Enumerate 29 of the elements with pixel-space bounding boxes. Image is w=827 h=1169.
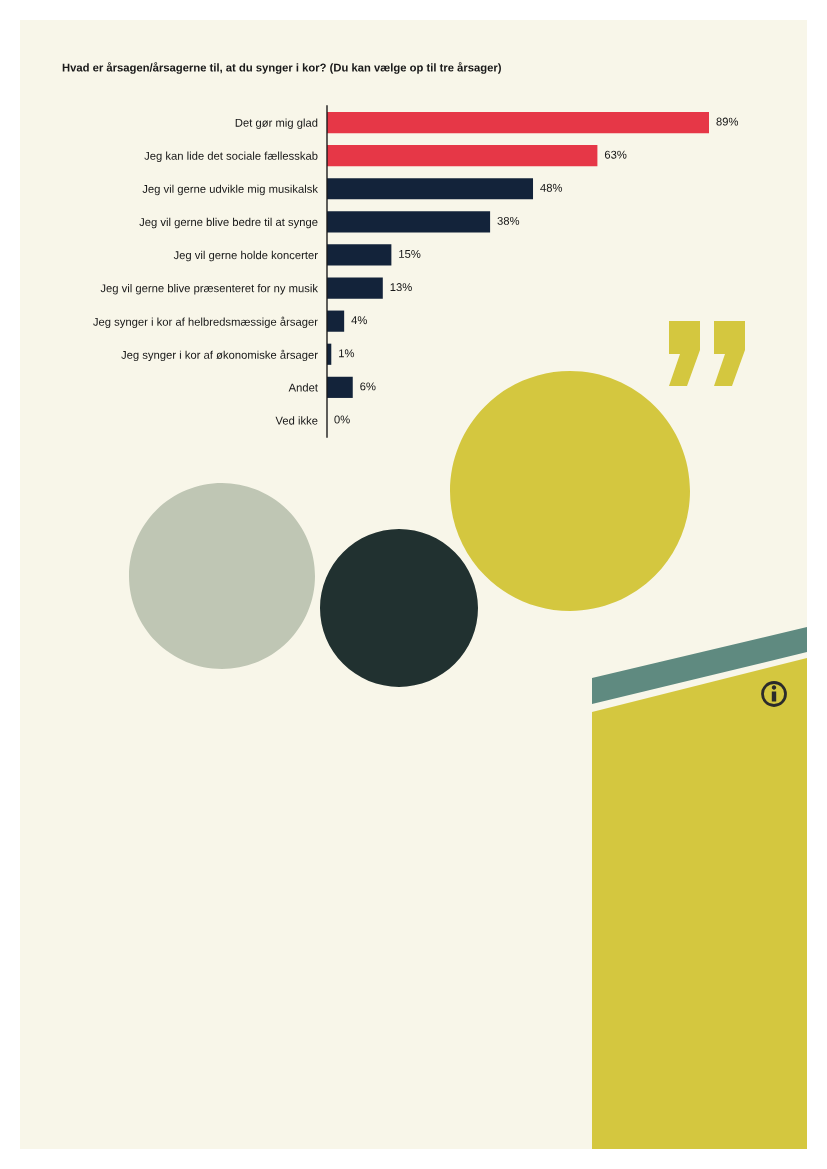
data-label: 15%	[399, 250, 421, 258]
bar	[327, 178, 534, 200]
y-tick-label: Jeg synger i kor af helbredsmæssige årsager	[93, 316, 318, 329]
data-label: 63%	[604, 150, 627, 159]
y-tick-label: Andet	[288, 383, 318, 392]
chart-title: Hvad er årsagen/årsagerne til, at du synger i kor? (Du kan vælge op til tre årsager)	[62, 62, 501, 74]
y-tick-label: Jeg vil gerne holde koncerter	[173, 250, 318, 262]
y-tick-label: Jeg synger i kor af økonomiske årsager	[121, 349, 318, 362]
bar	[327, 111, 709, 134]
data-label: 13%	[390, 283, 412, 292]
data-label: 4%	[351, 316, 367, 325]
bar	[327, 145, 598, 167]
y-tick-label: Jeg vil gerne udvikle mig musikalsk	[142, 184, 318, 196]
bar	[327, 376, 353, 398]
data-label: 6%	[360, 382, 376, 391]
data-label: 48%	[540, 183, 563, 192]
y-tick-label: Jeg kan lide det sociale fællesskab	[144, 151, 318, 163]
y-tick-label: Jeg vil gerne blive bedre til at synge	[139, 217, 318, 229]
data-label: 89%	[716, 117, 739, 126]
bar	[327, 310, 345, 332]
bar	[327, 277, 383, 299]
y-tick-label: Jeg vil gerne blive præsenteret for ny musik	[100, 283, 318, 295]
data-label: 0%	[334, 415, 350, 424]
y-tick-label: Ved ikke	[275, 416, 318, 425]
data-label: 38%	[497, 216, 520, 225]
y-tick-label: Det gør mig glad	[235, 118, 318, 129]
data-label: 1%	[339, 349, 355, 358]
bar	[327, 211, 491, 233]
bar	[327, 244, 392, 266]
